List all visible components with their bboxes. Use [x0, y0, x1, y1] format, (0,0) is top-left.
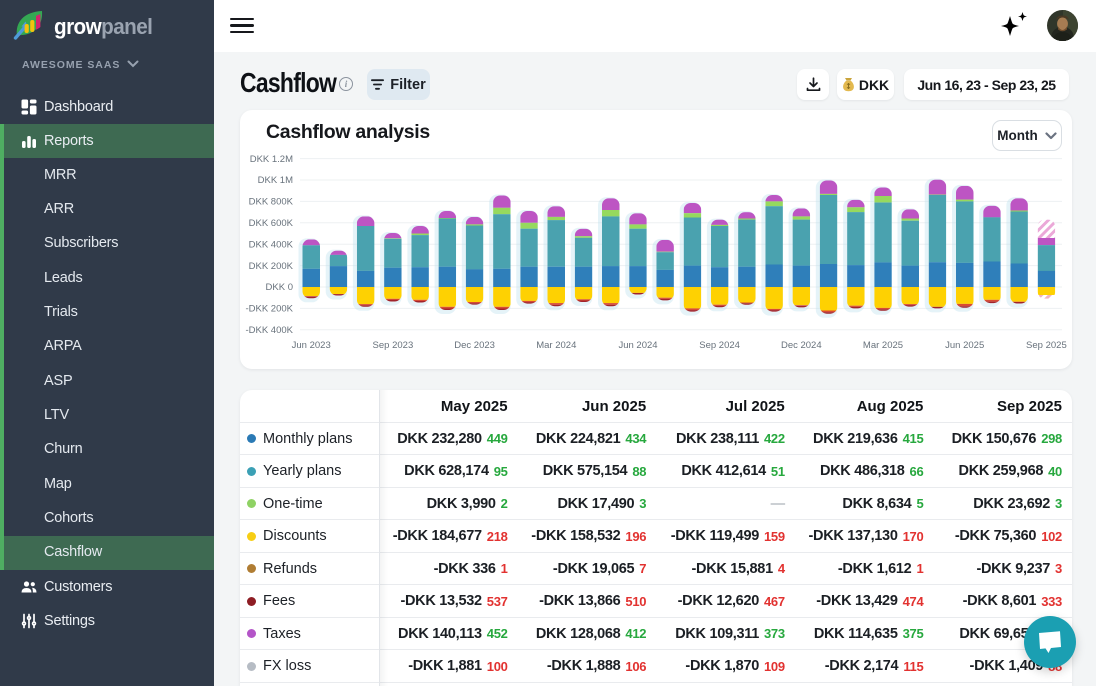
svg-text:Sep 2024: Sep 2024	[699, 340, 740, 351]
svg-text:Dec 2023: Dec 2023	[454, 340, 495, 351]
svg-text:Dec 2024: Dec 2024	[781, 340, 822, 351]
svg-text:DKK 600K: DKK 600K	[249, 218, 294, 229]
svg-text:-DKK 200K: -DKK 200K	[245, 304, 293, 315]
svg-text:DKK 400K: DKK 400K	[249, 239, 294, 250]
svg-text:DKK 0: DKK 0	[266, 282, 293, 293]
svg-text:Jun 2024: Jun 2024	[618, 340, 657, 351]
svg-text:Sep 2023: Sep 2023	[373, 340, 414, 351]
svg-text:Jun 2023: Jun 2023	[292, 340, 331, 351]
svg-text:DKK 800K: DKK 800K	[249, 197, 294, 208]
svg-text:Sep 2025: Sep 2025	[1026, 340, 1067, 351]
svg-text:-DKK 400K: -DKK 400K	[245, 325, 293, 336]
svg-text:Mar 2024: Mar 2024	[536, 340, 576, 351]
svg-text:Jun 2025: Jun 2025	[945, 340, 984, 351]
svg-text:DKK 1M: DKK 1M	[258, 175, 293, 186]
svg-text:DKK 200K: DKK 200K	[249, 261, 294, 272]
svg-text:Mar 2025: Mar 2025	[863, 340, 903, 351]
svg-text:DKK 1.2M: DKK 1.2M	[250, 154, 293, 165]
